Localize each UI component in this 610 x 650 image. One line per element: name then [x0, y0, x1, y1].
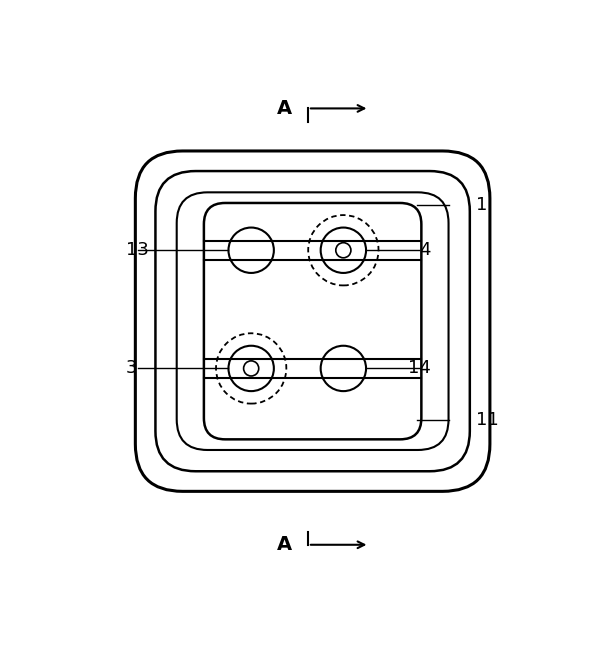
FancyBboxPatch shape [204, 203, 422, 439]
Text: 1: 1 [476, 196, 487, 214]
Text: A: A [277, 99, 292, 118]
Text: 4: 4 [419, 241, 431, 259]
Text: 3: 3 [126, 359, 137, 378]
Text: 13: 13 [126, 241, 149, 259]
Text: 11: 11 [476, 411, 498, 430]
Text: 14: 14 [408, 359, 431, 378]
Text: A: A [277, 535, 292, 554]
